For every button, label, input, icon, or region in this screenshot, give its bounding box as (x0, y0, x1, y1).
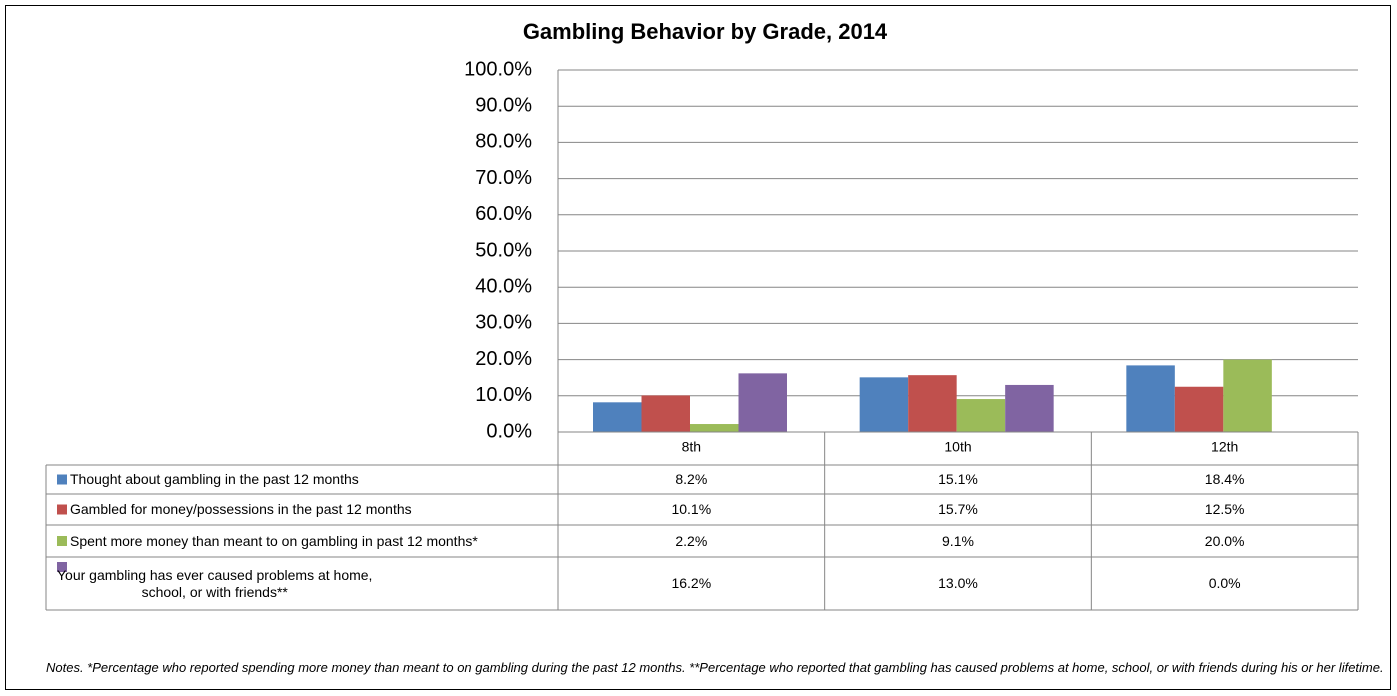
y-tick-label: 60.0% (475, 203, 532, 225)
frame (5, 5, 1391, 690)
x-tick-label: 12th (1211, 439, 1238, 455)
y-tick-label: 80.0% (475, 131, 532, 153)
value-label: 10.1% (671, 501, 712, 517)
legend-label: Thought about gambling in the past 12 mo… (70, 471, 359, 487)
legend-swatch (57, 536, 67, 546)
y-tick-label: 40.0% (475, 275, 532, 297)
bar (1223, 359, 1272, 432)
bar (690, 424, 739, 432)
value-label: 8.2% (675, 471, 708, 487)
bar (641, 395, 690, 432)
y-tick-label: 100.0% (464, 58, 532, 80)
value-label: 12.5% (1204, 501, 1245, 517)
x-tick-label: 10th (944, 439, 971, 455)
value-label: 0.0% (1208, 575, 1241, 591)
legend-swatch (57, 474, 67, 485)
legend-label: Spent more money than meant to on gambli… (70, 532, 478, 549)
y-tick-label: 0.0% (486, 420, 532, 442)
value-label: 13.0% (938, 575, 978, 591)
legend-swatch (57, 504, 67, 515)
value-label: 15.7% (938, 501, 978, 517)
legend-label: Gambled for money/possessions in the pas… (70, 501, 412, 517)
bar (1174, 386, 1224, 432)
value-label: 15.1% (938, 471, 978, 487)
value-label: 9.1% (942, 532, 974, 549)
legend-swatch (57, 562, 67, 572)
value-label: 18.4% (1204, 471, 1245, 487)
bar (1005, 384, 1054, 432)
value-label: 20.0% (1204, 532, 1245, 549)
bar (956, 399, 1006, 432)
y-tick-label: 70.0% (475, 167, 532, 189)
bar (738, 373, 787, 432)
value-label: 2.2% (675, 532, 708, 549)
y-tick-label: 90.0% (475, 94, 532, 116)
value-label: 16.2% (671, 575, 712, 591)
bar (859, 377, 909, 432)
x-tick-label: 8th (682, 439, 701, 455)
bar (1126, 365, 1175, 432)
bar (908, 375, 957, 432)
notes: Notes. *Percentage who reported spending… (46, 660, 1384, 675)
y-tick-label: 10.0% (475, 384, 532, 406)
y-tick-label: 20.0% (475, 348, 532, 370)
y-tick-label: 30.0% (475, 312, 532, 334)
legend-label: Your gambling has ever caused problems a… (57, 566, 373, 600)
chart-title: Gambling Behavior by Grade, 2014 (523, 19, 888, 44)
y-tick-label: 50.0% (475, 239, 532, 261)
bar (593, 402, 642, 432)
